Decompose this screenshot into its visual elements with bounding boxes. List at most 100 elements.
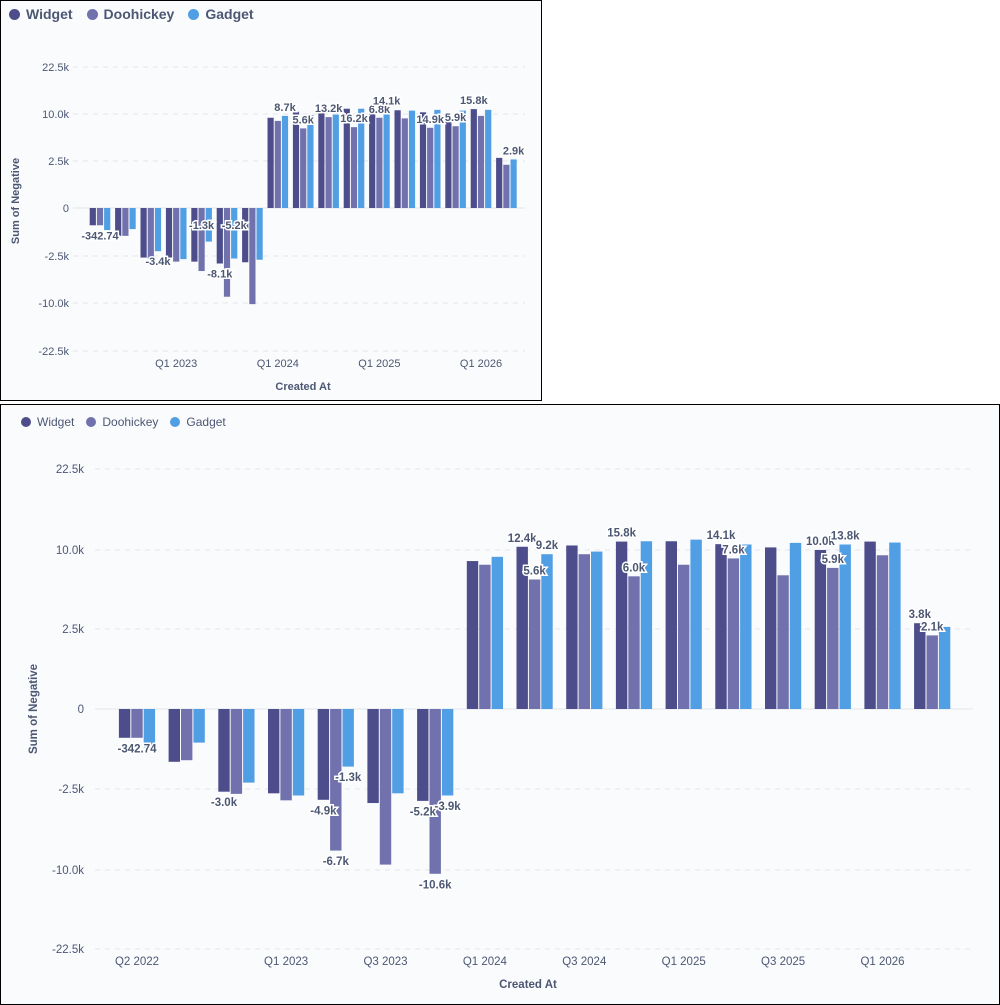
x-axis-title: Created At	[499, 979, 557, 991]
bar-gadget	[358, 108, 365, 208]
data-label: -1.3k	[335, 772, 362, 784]
y-tick-label: 10.0k	[56, 545, 84, 557]
bar-doohickey	[926, 635, 938, 709]
y-tick-label: 0	[63, 203, 69, 215]
data-label: -1.3k	[189, 220, 215, 232]
bar-widget	[168, 709, 180, 762]
x-tick-label: Q1 2024	[257, 358, 299, 370]
y-axis-ticks: 22.5k 10.0k 2.5k 0 -2.5k -10.0k -22.5k	[38, 62, 69, 358]
y-tick-label: -2.5k	[58, 784, 84, 796]
data-labels: -342.74 -3.4k -1.3k -8.1k -5.2k 8.7k5.6k13.2k…	[80, 94, 527, 282]
bar-gadget	[510, 159, 517, 208]
bar-doohickey	[479, 564, 491, 709]
x-tick-label: Q2 2022	[115, 956, 159, 968]
bar-doohickey	[827, 567, 839, 709]
legend-item-gadget[interactable]: Gadget	[170, 415, 226, 429]
y-axis-ticks: 22.5k 10.0k 2.5k 0 -2.5k -10.0k -22.5k	[52, 464, 84, 956]
bar-widget	[140, 208, 147, 258]
bar-widget	[814, 550, 827, 709]
chart-card-small: 22.5k 10.0k 2.5k 0 -2.5k -10.0k -22.5k Q1 2023 Q…	[0, 0, 542, 401]
data-label: 2.9k	[503, 145, 525, 157]
bar-widget	[715, 544, 727, 709]
bar-gadget	[690, 539, 702, 709]
legend-item-doohickey[interactable]: Doohickey	[86, 6, 175, 22]
data-label: -5.2k	[410, 806, 437, 818]
bar-widget	[566, 545, 578, 709]
bar-gadget	[256, 208, 263, 260]
y-tick-label: 22.5k	[42, 62, 69, 74]
data-label: -342.74	[81, 230, 119, 242]
bar-gadget	[154, 208, 162, 252]
bar-doohickey	[330, 709, 342, 851]
legend-label: Gadget	[186, 415, 226, 429]
bar-doohickey	[131, 709, 143, 738]
legend-item-widget[interactable]: Widget	[21, 415, 74, 429]
data-label: -6.7k	[323, 856, 350, 868]
bar-doohickey	[122, 208, 129, 236]
bar-gadget	[441, 709, 454, 796]
x-tick-label: Q1 2024	[463, 956, 508, 968]
data-label: 8.7k	[274, 102, 296, 114]
bar-gadget	[491, 556, 503, 709]
data-label: 13.8k	[831, 530, 860, 542]
legend-label: Widget	[26, 6, 73, 22]
bar-widget	[367, 709, 379, 804]
y-tick-label: -22.5k	[38, 346, 69, 358]
bar-doohickey	[427, 127, 434, 208]
bar-doohickey	[528, 579, 541, 709]
bar-gadget	[541, 554, 553, 709]
bar-doohickey	[678, 564, 690, 709]
bar-doohickey	[325, 117, 332, 208]
y-tick-label: 2.5k	[62, 624, 84, 636]
bar-doohickey	[280, 709, 292, 801]
legend-label: Gadget	[205, 6, 254, 22]
bar-gadget	[129, 208, 136, 230]
bar-doohickey	[503, 164, 510, 208]
legend-item-doohickey[interactable]: Doohickey	[86, 415, 158, 429]
legend-item-gadget[interactable]: Gadget	[188, 6, 254, 22]
bar-widget	[118, 709, 131, 738]
bar-doohickey	[198, 208, 205, 272]
y-tick-label: 2.5k	[48, 156, 69, 168]
bar-gadget	[332, 114, 339, 208]
legend-item-widget[interactable]: Widget	[9, 6, 73, 22]
bar-gadget	[104, 208, 111, 231]
y-axis-title: Sum of Negative	[10, 158, 22, 244]
data-label: 5.6k	[292, 114, 314, 126]
bar-widget	[516, 546, 528, 709]
data-label: -5.2k	[222, 220, 248, 232]
bar-gadget	[889, 542, 901, 709]
y-axis-title: Sum of Negative	[28, 664, 40, 754]
bar-widget	[394, 110, 401, 208]
data-label: -3.4k	[145, 256, 171, 268]
bar-widget	[466, 561, 479, 709]
data-label: -3.9k	[434, 801, 461, 813]
legend-label: Doohickey	[103, 6, 175, 22]
bar-doohickey	[777, 575, 789, 709]
data-label: 3.8k	[909, 609, 932, 621]
bar-widget	[89, 208, 96, 226]
bar-gadget	[281, 115, 289, 208]
data-label: -10.6k	[419, 879, 452, 891]
data-label: -3.0k	[211, 797, 238, 809]
bar-gadget	[180, 208, 187, 260]
legend-swatch	[188, 8, 200, 20]
x-tick-label: Q1 2025	[358, 358, 400, 370]
data-label: 5.6k	[523, 565, 546, 577]
data-label: 12.4k	[508, 533, 537, 545]
bar-doohickey	[628, 576, 640, 709]
bar-gadget	[640, 541, 653, 709]
y-tick-label: -10.0k	[38, 298, 69, 310]
bars	[118, 539, 951, 874]
bar-widget	[115, 208, 122, 236]
x-tick-label: Q1 2026	[460, 358, 502, 370]
bar-doohickey	[578, 554, 590, 709]
bar-doohickey	[401, 118, 408, 208]
bar-doohickey	[300, 128, 307, 208]
y-tick-label: -22.5k	[52, 944, 84, 956]
bar-widget	[343, 108, 350, 208]
bar-doohickey	[96, 208, 104, 226]
bar-widget	[218, 709, 230, 792]
data-label: 16.2k	[340, 113, 368, 125]
data-labels: -342.74 -3.0k -4.9k -1.3k -6.7k -5.2k-3.9k -10…	[116, 526, 945, 893]
